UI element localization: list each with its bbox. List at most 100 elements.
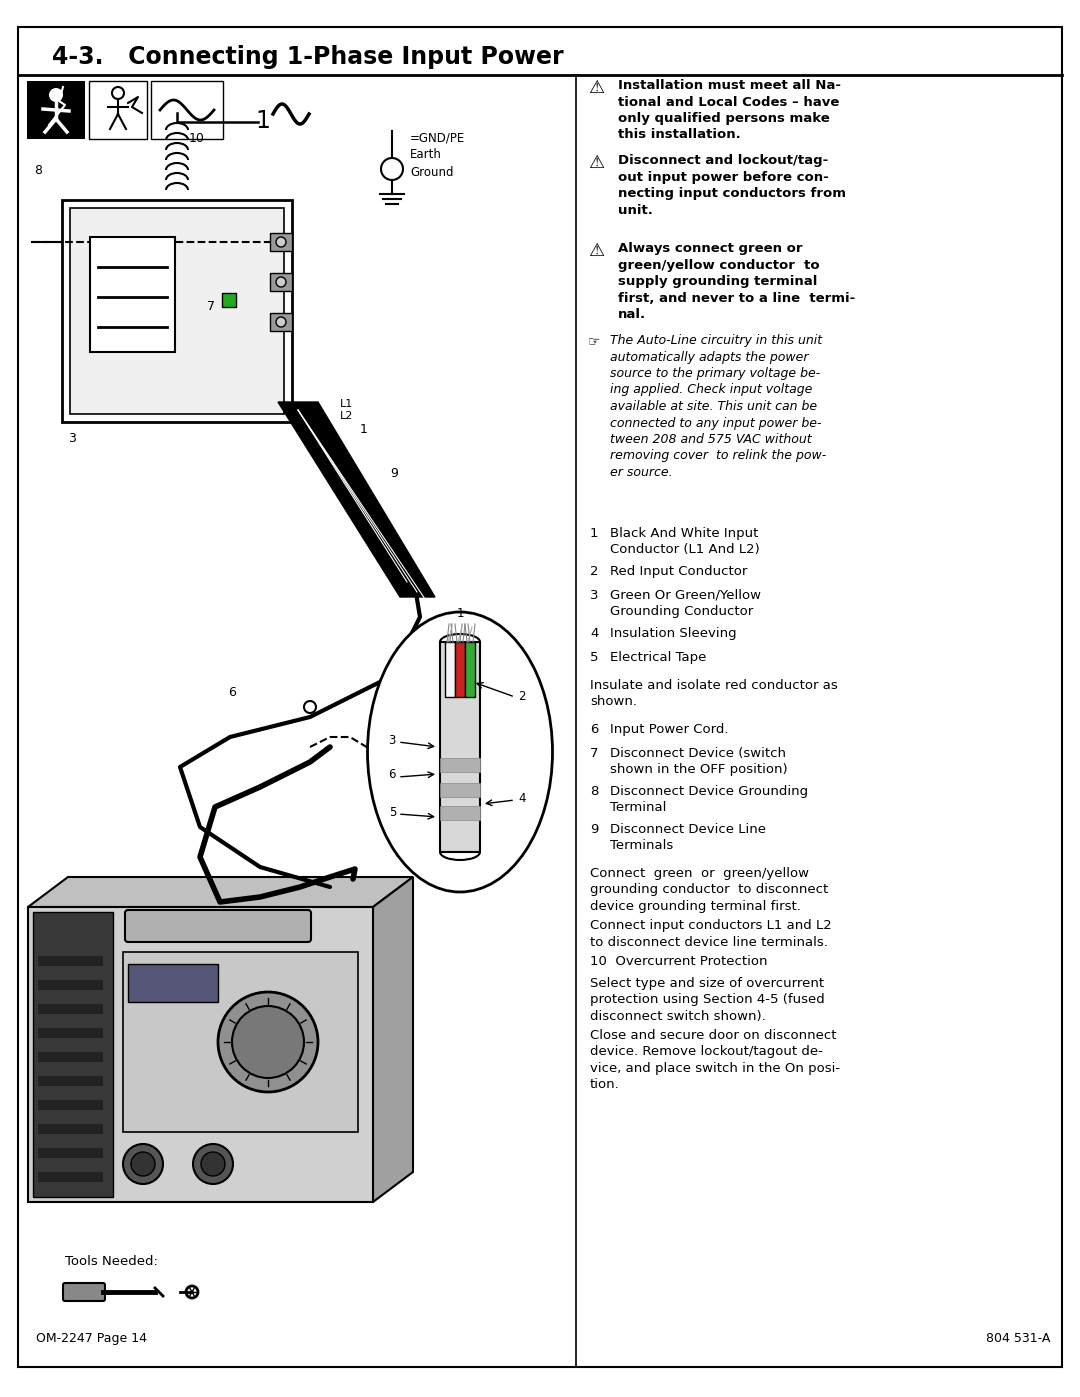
Text: 10  Overcurrent Protection: 10 Overcurrent Protection bbox=[590, 956, 768, 968]
FancyBboxPatch shape bbox=[125, 909, 311, 942]
Bar bbox=[28, 907, 373, 1201]
Text: 3: 3 bbox=[389, 733, 396, 746]
Bar bbox=[90, 237, 175, 352]
Text: 7: 7 bbox=[590, 747, 598, 760]
Text: 4: 4 bbox=[590, 627, 598, 640]
Text: Input Power Cord.: Input Power Cord. bbox=[610, 724, 729, 736]
Bar bbox=[270, 272, 292, 291]
Bar bbox=[38, 1172, 103, 1182]
Bar bbox=[445, 643, 455, 697]
Circle shape bbox=[201, 1153, 225, 1176]
Bar bbox=[440, 782, 480, 798]
Bar bbox=[38, 1076, 103, 1085]
Circle shape bbox=[232, 1006, 303, 1078]
Bar bbox=[89, 81, 147, 138]
Bar bbox=[151, 81, 222, 138]
Polygon shape bbox=[373, 877, 413, 1201]
Text: Connect input conductors L1 and L2
to disconnect device line terminals.: Connect input conductors L1 and L2 to di… bbox=[590, 919, 832, 949]
Bar bbox=[270, 233, 292, 251]
Text: Insulation Sleeving: Insulation Sleeving bbox=[610, 627, 737, 640]
Bar bbox=[70, 208, 284, 414]
Text: Tools Needed:: Tools Needed: bbox=[65, 1255, 158, 1268]
Bar bbox=[38, 956, 103, 965]
Text: 8: 8 bbox=[33, 163, 42, 176]
Text: ⚠: ⚠ bbox=[588, 242, 604, 260]
Bar bbox=[38, 1028, 103, 1038]
Text: 6: 6 bbox=[228, 686, 235, 698]
Text: 1: 1 bbox=[456, 608, 463, 620]
Bar bbox=[38, 1099, 103, 1111]
Circle shape bbox=[276, 277, 286, 286]
Bar bbox=[27, 81, 85, 138]
Circle shape bbox=[218, 992, 318, 1092]
Circle shape bbox=[193, 1144, 233, 1185]
Circle shape bbox=[303, 701, 316, 712]
Text: L2: L2 bbox=[340, 411, 353, 420]
Circle shape bbox=[276, 237, 286, 247]
Text: The Auto-Line circuitry in this unit
automatically adapts the power
source to th: The Auto-Line circuitry in this unit aut… bbox=[610, 334, 826, 479]
Bar bbox=[465, 643, 475, 697]
Text: 8: 8 bbox=[590, 785, 598, 798]
Text: Close and secure door on disconnect
device. Remove lockout/tagout de-
vice, and : Close and secure door on disconnect devi… bbox=[590, 1030, 840, 1091]
Circle shape bbox=[131, 1153, 156, 1176]
Text: OM-2247 Page 14: OM-2247 Page 14 bbox=[36, 1331, 147, 1345]
Bar bbox=[440, 759, 480, 773]
Polygon shape bbox=[278, 402, 435, 597]
FancyBboxPatch shape bbox=[63, 1282, 105, 1301]
Text: 6: 6 bbox=[590, 724, 598, 736]
Text: 4-3.   Connecting 1-Phase Input Power: 4-3. Connecting 1-Phase Input Power bbox=[52, 45, 564, 68]
Text: L1: L1 bbox=[340, 400, 353, 409]
Text: =GND/PE
Earth
Ground: =GND/PE Earth Ground bbox=[410, 131, 465, 179]
Bar bbox=[33, 912, 113, 1197]
Text: Green Or Green/Yellow
Grounding Conductor: Green Or Green/Yellow Grounding Conducto… bbox=[610, 590, 761, 617]
Circle shape bbox=[276, 317, 286, 327]
Text: 5: 5 bbox=[590, 651, 598, 664]
Bar bbox=[270, 313, 292, 331]
Text: Black And White Input
Conductor (L1 And L2): Black And White Input Conductor (L1 And … bbox=[610, 527, 759, 556]
Text: 1: 1 bbox=[255, 109, 270, 133]
Bar bbox=[38, 1125, 103, 1134]
Ellipse shape bbox=[367, 612, 553, 893]
Text: 9: 9 bbox=[590, 823, 598, 835]
Text: Select type and size of overcurrent
protection using Section 4-5 (fused
disconne: Select type and size of overcurrent prot… bbox=[590, 977, 825, 1023]
Text: Red Input Conductor: Red Input Conductor bbox=[610, 564, 747, 578]
Bar bbox=[440, 806, 480, 820]
Bar bbox=[62, 200, 292, 422]
Text: 1: 1 bbox=[360, 423, 368, 436]
Bar bbox=[129, 964, 218, 1002]
Text: 1: 1 bbox=[590, 527, 598, 541]
Circle shape bbox=[49, 88, 63, 102]
Text: Installation must meet all Na-
tional and Local Codes – have
only qualified pers: Installation must meet all Na- tional an… bbox=[618, 80, 841, 141]
Bar bbox=[38, 1052, 103, 1062]
Text: 9: 9 bbox=[390, 467, 397, 481]
Text: Electrical Tape: Electrical Tape bbox=[610, 651, 706, 664]
Text: Insulate and isolate red conductor as
shown.: Insulate and isolate red conductor as sh… bbox=[590, 679, 838, 708]
Text: ☞: ☞ bbox=[588, 334, 600, 348]
Text: Disconnect and lockout/tag-
out input power before con-
necting input conductors: Disconnect and lockout/tag- out input po… bbox=[618, 154, 846, 217]
Bar bbox=[38, 1148, 103, 1158]
Text: Connect  green  or  green/yellow
grounding conductor  to disconnect
device groun: Connect green or green/yellow grounding … bbox=[590, 868, 828, 914]
Text: Always connect green or
green/yellow conductor  to
supply grounding terminal
fir: Always connect green or green/yellow con… bbox=[618, 242, 855, 321]
Text: ⚠: ⚠ bbox=[588, 80, 604, 96]
Bar bbox=[455, 643, 465, 697]
Bar bbox=[222, 293, 237, 307]
Text: Disconnect Device Grounding
Terminal: Disconnect Device Grounding Terminal bbox=[610, 785, 808, 814]
Text: 5: 5 bbox=[389, 806, 396, 819]
Text: ⚠: ⚠ bbox=[588, 154, 604, 172]
Text: Disconnect Device Line
Terminals: Disconnect Device Line Terminals bbox=[610, 823, 766, 852]
Text: 6: 6 bbox=[389, 768, 396, 781]
Text: Disconnect Device (switch
shown in the OFF position): Disconnect Device (switch shown in the O… bbox=[610, 747, 787, 775]
Circle shape bbox=[123, 1144, 163, 1185]
Bar bbox=[440, 643, 480, 852]
Text: 4: 4 bbox=[518, 792, 526, 805]
Text: 804 531-A: 804 531-A bbox=[986, 1331, 1050, 1345]
Text: 3: 3 bbox=[68, 432, 76, 446]
Text: 10: 10 bbox=[189, 131, 205, 144]
Text: 2: 2 bbox=[518, 690, 526, 704]
Text: 7: 7 bbox=[207, 300, 215, 313]
Polygon shape bbox=[28, 877, 413, 907]
Bar bbox=[38, 981, 103, 990]
Bar bbox=[38, 1004, 103, 1014]
Text: 2: 2 bbox=[590, 564, 598, 578]
Text: 3: 3 bbox=[590, 590, 598, 602]
